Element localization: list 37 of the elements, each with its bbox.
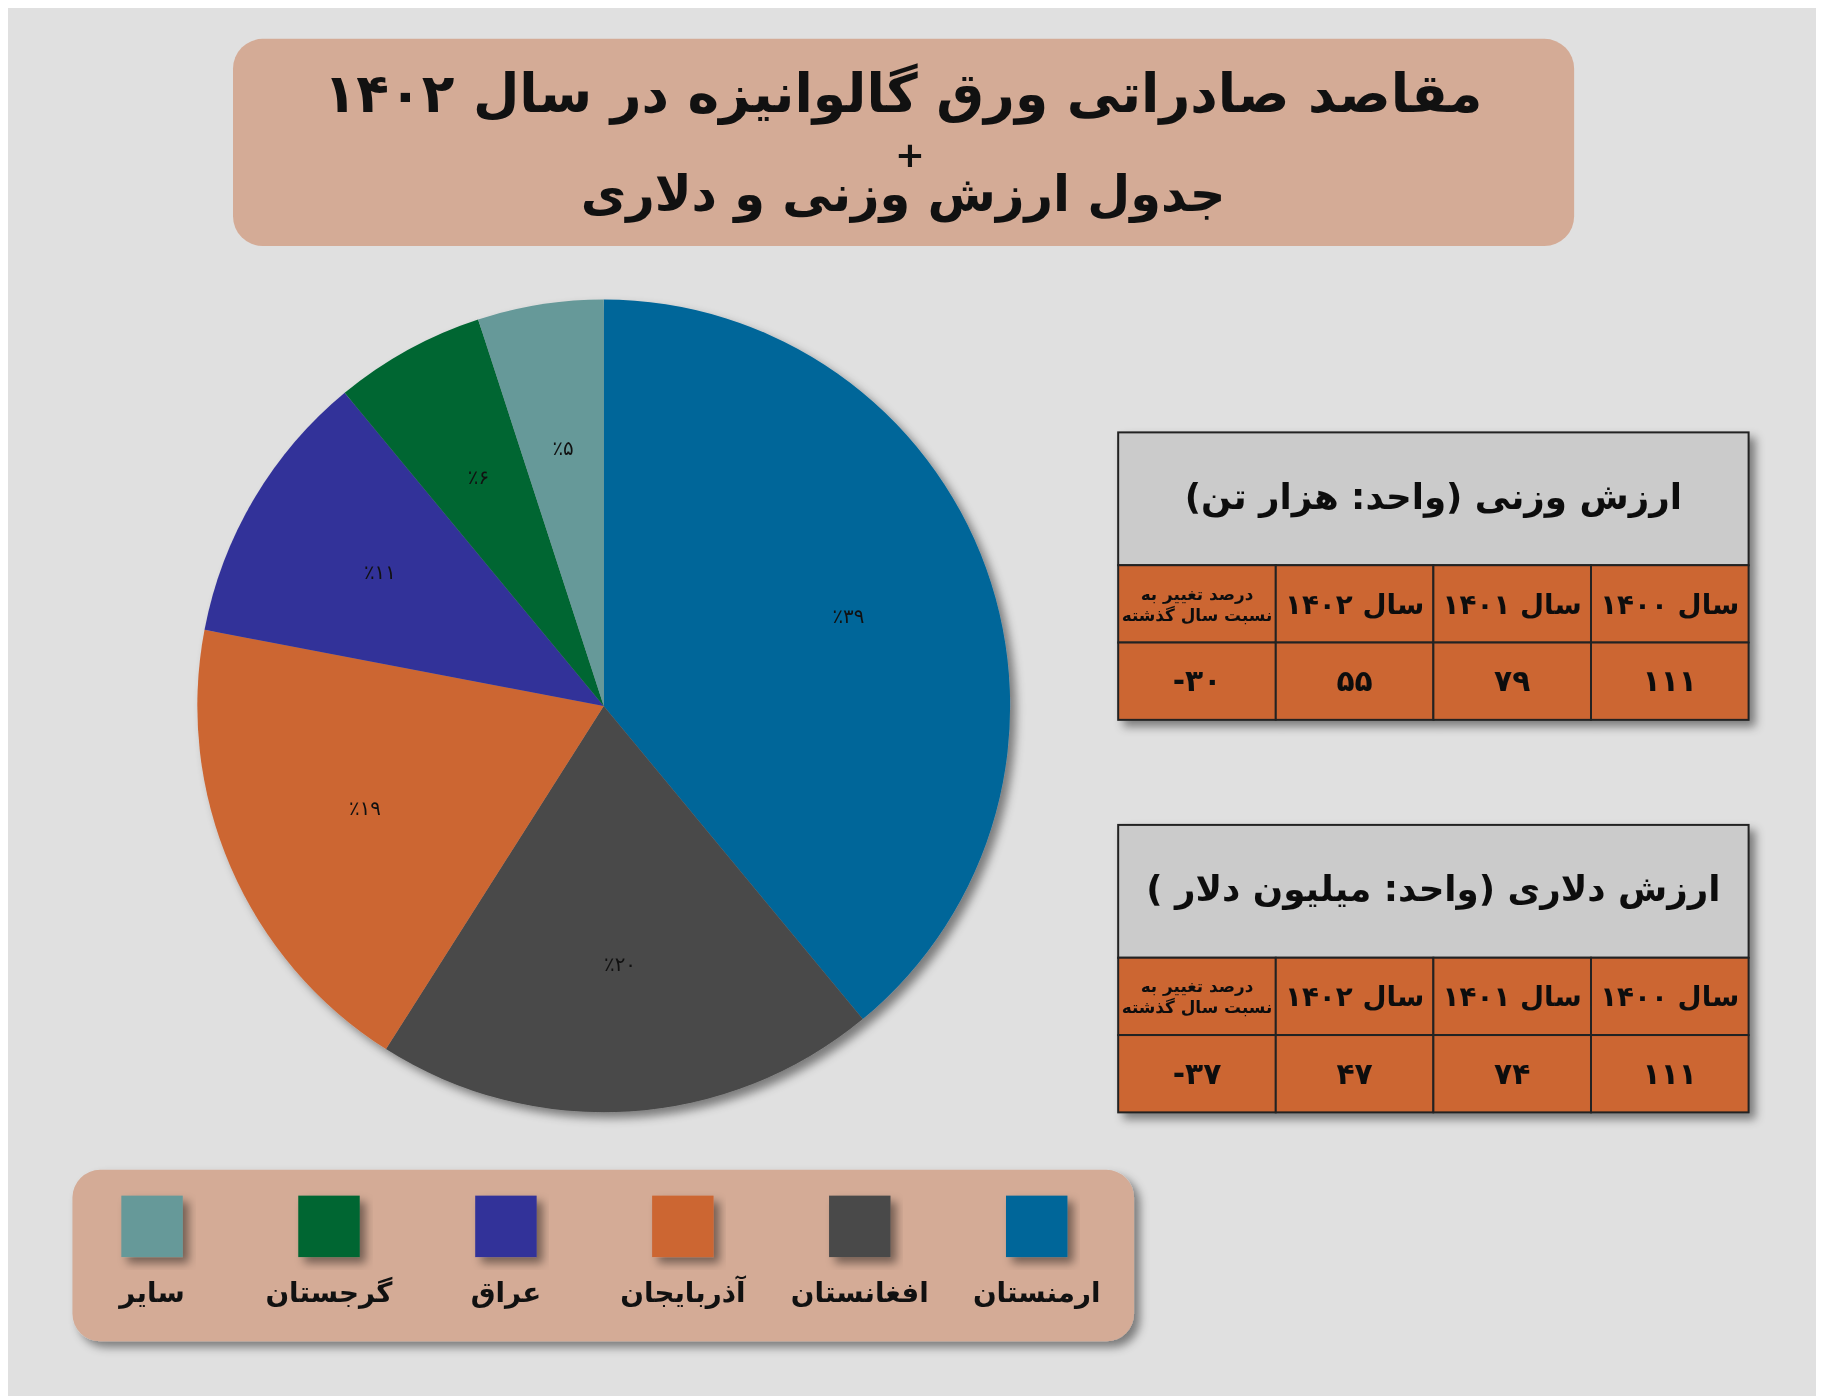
- data-label: ۴۷: [1336, 1055, 1373, 1091]
- data-label: ٪۱۹: [349, 796, 381, 820]
- data-label: ٪۶: [467, 465, 490, 489]
- data-label: ۱۱۱: [1642, 1055, 1697, 1091]
- data-label: -۳۰: [1172, 663, 1222, 699]
- data-label: ۵۵: [1336, 663, 1373, 699]
- category-label: سال ۱۴۰۰: [1600, 587, 1740, 621]
- chart-title: مقاصد صادراتی ورق گالوانیزه در سال ۱۴۰۲: [323, 62, 1483, 126]
- data-label: ٪۵: [552, 436, 574, 460]
- pie-slice: [204, 392, 604, 706]
- data-label: ٪۲۰: [604, 953, 637, 977]
- category-label: درصد تغییر به نسبت سال گذشته: [1121, 976, 1273, 1018]
- data-label: -۳۷: [1172, 1055, 1222, 1091]
- legend-label: آذربایجان: [620, 1274, 747, 1309]
- category-label: سال ۱۴۰۱: [1442, 980, 1582, 1014]
- data-label: ۷۹: [1494, 663, 1531, 699]
- category-label: سال ۱۴۰۰: [1600, 980, 1740, 1014]
- legend-label: ارمنستان: [972, 1275, 1101, 1309]
- category-label: سال ۱۴۰۲: [1284, 587, 1425, 621]
- text: ارزش دلاری (واحد: میلیون دلار ): [1146, 868, 1721, 911]
- text: +: [895, 133, 925, 175]
- data-label: ۱۱۱: [1642, 663, 1697, 699]
- pie-slice: [344, 319, 604, 706]
- legend-label: افغانستان: [790, 1275, 929, 1309]
- data-label: ٪۱۱: [363, 561, 396, 585]
- legend-label: سایر: [117, 1275, 185, 1309]
- category-label: سال ۱۴۰۱: [1442, 587, 1582, 621]
- pie-slice: [603, 299, 1011, 1020]
- legend-label: گرجستان: [265, 1275, 394, 1309]
- data-label: ۷۴: [1494, 1055, 1531, 1091]
- pie-slice: [197, 629, 604, 1050]
- category-label: درصد تغییر به نسبت سال گذشته: [1121, 583, 1273, 625]
- text: ارزش وزنی (واحد: هزار تن): [1184, 475, 1682, 518]
- category-label: سال ۱۴۰۲: [1284, 980, 1425, 1014]
- data-label: ٪۳۹: [832, 605, 865, 629]
- legend-label: عراق: [470, 1275, 542, 1309]
- pie-slice: [385, 705, 863, 1112]
